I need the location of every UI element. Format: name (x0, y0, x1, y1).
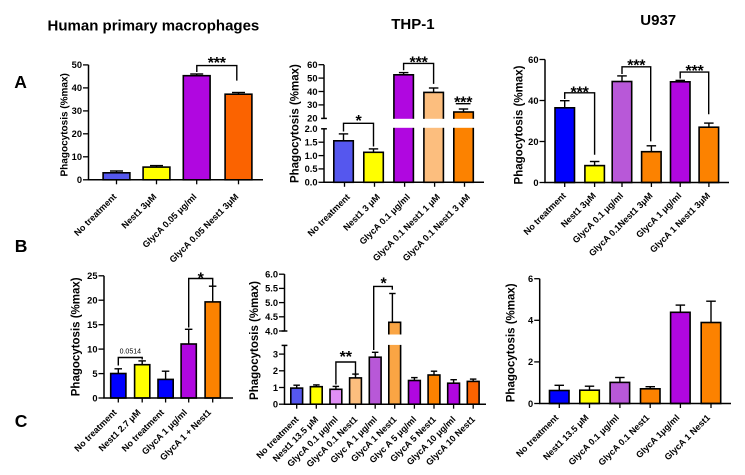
svg-text:20: 20 (528, 137, 538, 147)
svg-text:60: 60 (307, 60, 317, 70)
svg-text:Phagocytosis (%max): Phagocytosis (%max) (70, 277, 82, 396)
svg-text:2: 2 (273, 366, 278, 376)
svg-text:20: 20 (87, 296, 97, 306)
svg-text:Phagocytosis (%max): Phagocytosis (%max) (60, 73, 71, 176)
svg-text:THP-1: THP-1 (391, 16, 434, 33)
svg-text:6.0: 6.0 (265, 270, 278, 280)
svg-text:20: 20 (307, 114, 317, 124)
svg-text:5.5: 5.5 (265, 284, 278, 294)
svg-text:1.0: 1.0 (305, 151, 318, 161)
svg-text:0: 0 (533, 178, 538, 188)
svg-text:***: *** (410, 54, 429, 71)
svg-text:*: * (198, 270, 205, 287)
svg-text:50: 50 (307, 73, 317, 83)
svg-text:40: 40 (528, 96, 538, 106)
svg-text:1.5: 1.5 (305, 138, 318, 148)
svg-text:0: 0 (92, 393, 97, 403)
svg-text:***: *** (627, 57, 646, 74)
svg-text:***: *** (685, 63, 704, 80)
svg-text:Phagocytosis (%max): Phagocytosis (%max) (289, 64, 301, 183)
svg-text:10: 10 (87, 344, 97, 354)
svg-text:2.0: 2.0 (305, 124, 318, 134)
svg-text:5.0: 5.0 (265, 298, 278, 308)
svg-text:Phagocytosis (%max): Phagocytosis (%max) (514, 65, 526, 184)
svg-text:*: * (355, 113, 362, 130)
svg-text:0: 0 (273, 400, 278, 410)
svg-text:Phagocytosis (%max): Phagocytosis (%max) (249, 281, 261, 400)
svg-text:15: 15 (87, 320, 97, 330)
svg-text:*: * (380, 275, 387, 292)
svg-text:6: 6 (528, 274, 533, 284)
svg-text:5: 5 (92, 369, 97, 379)
svg-text:4.0: 4.0 (265, 326, 278, 336)
svg-text:4.5: 4.5 (265, 312, 278, 322)
svg-text:A: A (14, 72, 27, 92)
svg-text:50: 50 (72, 60, 82, 70)
svg-text:2: 2 (528, 357, 533, 367)
svg-text:3: 3 (273, 349, 278, 359)
svg-text:0.0: 0.0 (305, 178, 318, 188)
svg-text:***: *** (208, 55, 227, 72)
svg-text:0: 0 (77, 175, 82, 185)
svg-text:1: 1 (273, 383, 278, 393)
svg-text:20: 20 (72, 129, 82, 139)
svg-text:40: 40 (307, 87, 317, 97)
svg-text:60: 60 (528, 55, 538, 65)
svg-text:Human primary macrophages: Human primary macrophages (48, 18, 260, 35)
svg-text:B: B (15, 236, 28, 256)
svg-text:U937: U937 (640, 12, 676, 29)
svg-text:30: 30 (307, 100, 317, 110)
svg-text:40: 40 (72, 83, 82, 93)
svg-text:0.0514: 0.0514 (120, 349, 142, 356)
svg-text:***: *** (454, 95, 473, 112)
svg-text:4: 4 (528, 316, 534, 326)
svg-text:C: C (15, 411, 28, 431)
svg-text:Phagocytosis (%max): Phagocytosis (%max) (505, 283, 517, 402)
svg-text:25: 25 (87, 271, 97, 281)
svg-text:0: 0 (528, 399, 533, 409)
svg-text:***: *** (571, 84, 590, 101)
svg-text:0.5: 0.5 (305, 164, 318, 174)
svg-text:30: 30 (72, 106, 82, 116)
svg-text:**: ** (340, 349, 353, 366)
svg-text:10: 10 (72, 152, 82, 162)
